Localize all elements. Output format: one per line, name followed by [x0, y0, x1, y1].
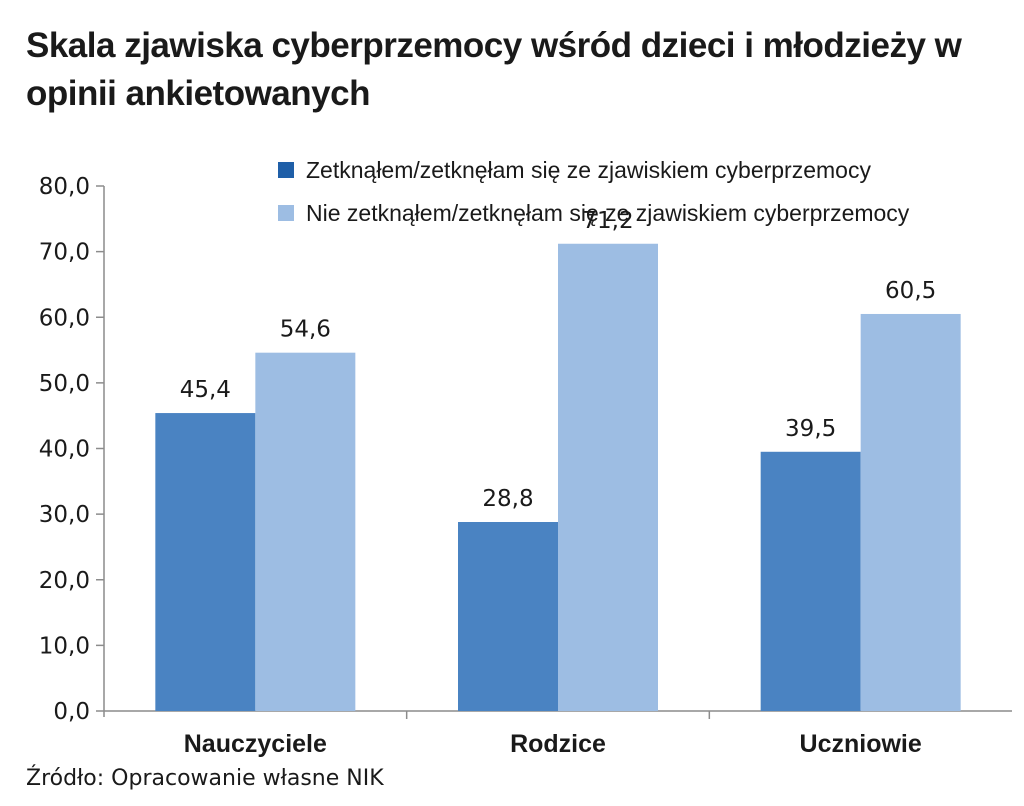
x-axis: Nauczyciele Rodzice Uczniowie — [104, 710, 1012, 758]
legend: Zetknąłem/zetknęłam się ze zjawiskiem cy… — [278, 157, 910, 226]
category-label: Rodzice — [510, 730, 606, 758]
y-tick-label: 40,0 — [39, 437, 90, 463]
bar-series-2 — [255, 352, 356, 711]
y-axis: 0,0 10,0 20,0 30,0 40,0 50,0 60,0 70,0 80,0 — [39, 174, 105, 725]
legend-item-1: Zetknąłem/zetknęłam się ze zjawiskiem cy… — [278, 157, 871, 183]
bar-series-1 — [155, 413, 256, 711]
y-tick-label: 30,0 — [39, 502, 90, 528]
y-tick-label: 0,0 — [53, 699, 90, 725]
legend-item-2: Nie zetknąłem/zetknęłam się ze zjawiskie… — [278, 200, 910, 226]
bar-group-uczniowie: 39,5 60,5 — [760, 278, 961, 711]
y-tick-label: 80,0 — [39, 174, 90, 200]
data-label: 28,8 — [482, 486, 533, 512]
category-label: Uczniowie — [800, 730, 922, 758]
y-tick-label: 10,0 — [39, 633, 90, 659]
source-note: Źródło: Opracowanie własne NIK — [26, 766, 384, 791]
legend-swatch — [278, 205, 294, 221]
y-tick-label: 20,0 — [39, 568, 90, 594]
legend-label: Zetknąłem/zetknęłam się ze zjawiskiem cy… — [306, 157, 871, 183]
bars: 45,4 54,6 28,8 71,2 39,5 60,5 — [155, 208, 961, 711]
category-label: Nauczyciele — [184, 730, 327, 758]
bar-group-nauczyciele: 45,4 54,6 — [155, 317, 356, 711]
bar-group-rodzice: 28,8 71,2 — [458, 208, 658, 711]
data-label: 71,2 — [582, 208, 633, 234]
bar-series-1 — [458, 522, 558, 711]
y-tick-label: 60,0 — [39, 305, 90, 331]
legend-swatch — [278, 162, 294, 178]
bar-series-2 — [558, 243, 658, 711]
data-label: 39,5 — [785, 416, 836, 442]
y-tick-label: 70,0 — [39, 240, 90, 266]
y-tick-label: 50,0 — [39, 371, 90, 397]
data-label: 45,4 — [180, 377, 231, 403]
chart-title: Skala zjawiska cyberprzemocy wśród dziec… — [26, 26, 962, 113]
data-label: 60,5 — [885, 278, 936, 304]
legend-label: Nie zetknąłem/zetknęłam się ze zjawiskie… — [306, 200, 910, 226]
bar-series-1 — [760, 451, 861, 711]
bar-series-2 — [860, 313, 961, 711]
data-label: 54,6 — [280, 317, 331, 343]
